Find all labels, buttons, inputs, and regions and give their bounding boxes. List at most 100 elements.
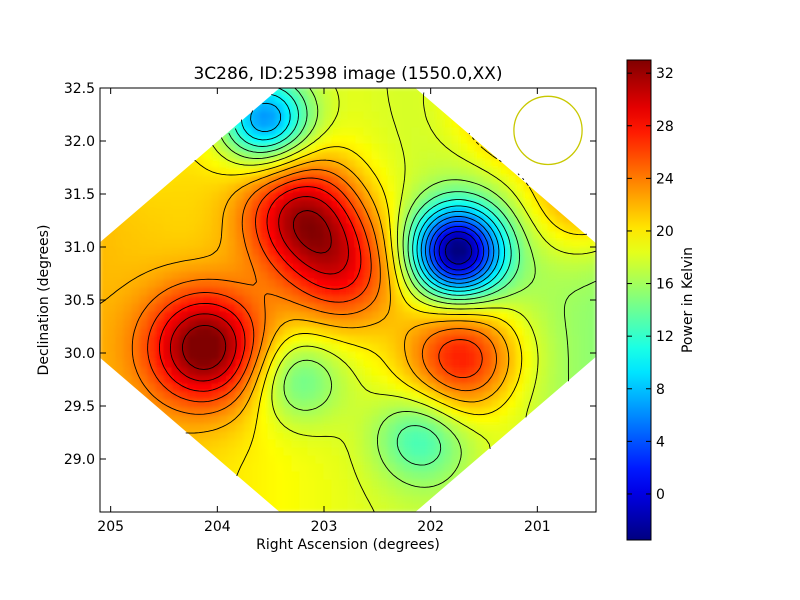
heatmap-cell [507, 431, 517, 441]
heatmap-cell [219, 463, 229, 473]
heatmap-cell [475, 479, 485, 489]
heatmap-cell [203, 311, 213, 321]
heatmap-cell [100, 119, 109, 129]
heatmap-cell [467, 239, 477, 249]
heatmap-cell [531, 463, 541, 473]
heatmap-cell [267, 247, 277, 257]
heatmap-cell [147, 343, 157, 353]
heatmap-cell [539, 351, 549, 361]
heatmap-cell [235, 479, 245, 489]
heatmap-cell [587, 143, 596, 153]
heatmap-cell [307, 287, 317, 297]
heatmap-cell [100, 279, 109, 289]
heatmap-cell [347, 415, 357, 425]
heatmap-cell [395, 271, 405, 281]
heatmap-cell [403, 95, 413, 105]
heatmap-cell [283, 391, 293, 401]
heatmap-cell [259, 439, 269, 449]
heatmap-cell [387, 271, 397, 281]
heatmap-cell [171, 103, 181, 113]
heatmap-cell [243, 375, 253, 385]
heatmap-cell [427, 151, 437, 161]
heatmap-cell [171, 175, 181, 185]
heatmap-cell [555, 391, 565, 401]
contour-line [100, 159, 510, 434]
heatmap-cell [403, 471, 413, 481]
heatmap-cell [539, 167, 549, 177]
heatmap-cell [195, 207, 205, 217]
heatmap-cell [275, 471, 285, 481]
heatmap-cell [195, 327, 205, 337]
heatmap-cell [571, 231, 581, 241]
heatmap-cell [443, 391, 453, 401]
heatmap-cell [251, 271, 261, 281]
heatmap-cell [515, 335, 525, 345]
heatmap-cell [283, 447, 293, 457]
heatmap-cell [475, 487, 485, 497]
heatmap-cell [587, 223, 596, 233]
heatmap-cell [579, 479, 589, 489]
heatmap-cell [571, 367, 581, 377]
heatmap-cell [123, 391, 133, 401]
heatmap-cell [395, 151, 405, 161]
heatmap-cell [443, 247, 453, 257]
heatmap-cell [371, 207, 381, 217]
heatmap-cell [267, 327, 277, 337]
heatmap-cell [299, 423, 309, 433]
heatmap-cell [195, 407, 205, 417]
heatmap-cell [443, 487, 453, 497]
heatmap-cell [459, 111, 469, 121]
heatmap-cell [331, 111, 341, 121]
heatmap-cell [459, 247, 469, 257]
heatmap-cell [171, 359, 181, 369]
heatmap-cell [515, 303, 525, 313]
heatmap-cell [115, 263, 125, 273]
heatmap-cell [587, 391, 596, 401]
heatmap-cell [499, 495, 509, 505]
heatmap-cell [203, 351, 213, 361]
heatmap-cell [587, 119, 596, 129]
heatmap-cell [163, 167, 173, 177]
heatmap-cell [251, 423, 261, 433]
heatmap-cell [235, 311, 245, 321]
heatmap-cell [283, 223, 293, 233]
heatmap-cell [219, 439, 229, 449]
heatmap-cell [411, 431, 421, 441]
heatmap-cell [107, 143, 117, 153]
heatmap-cell [459, 95, 469, 105]
heatmap-cell [451, 383, 461, 393]
heatmap-cell [355, 383, 365, 393]
heatmap-cell [299, 383, 309, 393]
heatmap-cell [331, 327, 341, 337]
heatmap-cell [171, 303, 181, 313]
heatmap-cell [371, 303, 381, 313]
heatmap-cell [155, 143, 165, 153]
heatmap-cell [467, 135, 477, 145]
heatmap-cell [411, 471, 421, 481]
heatmap-cell [507, 463, 517, 473]
heatmap-cell [251, 231, 261, 241]
heatmap-cell [587, 439, 596, 449]
heatmap-cell [323, 495, 333, 505]
heatmap-cell [587, 503, 596, 512]
heatmap-cell [315, 351, 325, 361]
heatmap-cell [563, 407, 573, 417]
heatmap-cell [403, 423, 413, 433]
heatmap-cell [123, 151, 133, 161]
heatmap-cell [163, 199, 173, 209]
heatmap-cell [523, 247, 533, 257]
heatmap-cell [555, 423, 565, 433]
heatmap-cell [315, 247, 325, 257]
heatmap-cell [571, 127, 581, 137]
heatmap-cell [195, 183, 205, 193]
heatmap-cell [235, 119, 245, 129]
heatmap-cell [115, 95, 125, 105]
heatmap-cell [523, 263, 533, 273]
heatmap-cell [443, 303, 453, 313]
heatmap-cell [387, 415, 397, 425]
heatmap-cell [387, 183, 397, 193]
heatmap-cell [251, 127, 261, 137]
heatmap-cell [123, 119, 133, 129]
heatmap-cell [219, 263, 229, 273]
heatmap-cell [100, 423, 109, 433]
